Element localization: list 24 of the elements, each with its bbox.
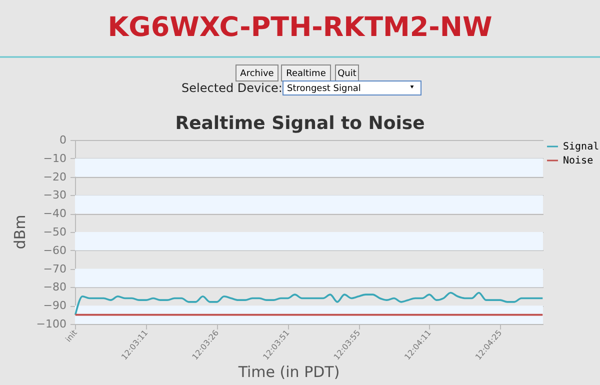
y-tick-label: −40 — [43, 207, 66, 220]
legend-label: Noise — [563, 156, 594, 166]
x-axis-title: Time (in PDT) — [237, 363, 340, 381]
y-tick-label: −50 — [43, 226, 66, 238]
y-axis-title: dBm — [11, 214, 29, 250]
y-tick-label: −20 — [43, 170, 66, 184]
y-tick-label: −90 — [43, 299, 66, 312]
y-tick-label: −100 — [36, 318, 66, 330]
text: Realtime — [286, 69, 326, 79]
text: Archive — [240, 69, 274, 79]
line-series — [74, 292, 544, 316]
y-tick-label: −70 — [43, 262, 66, 276]
y-tick-label: 0 — [60, 134, 66, 146]
text: KG6WXC-PTH-RKTM2-NW — [108, 12, 492, 43]
text: Quit — [338, 69, 357, 79]
text: Selected Device: — [182, 81, 282, 95]
legend-label: Signal — [563, 142, 600, 152]
text: Strongest Signal — [287, 84, 361, 94]
y-tick-label: −10 — [43, 152, 66, 165]
y-tick-label: −60 — [43, 244, 66, 257]
x-tick-label: init — [64, 328, 79, 344]
chart-title: Realtime Signal to Noise — [175, 113, 425, 134]
y-tick-label: −80 — [43, 280, 66, 294]
y-tick-label: −30 — [43, 188, 66, 202]
